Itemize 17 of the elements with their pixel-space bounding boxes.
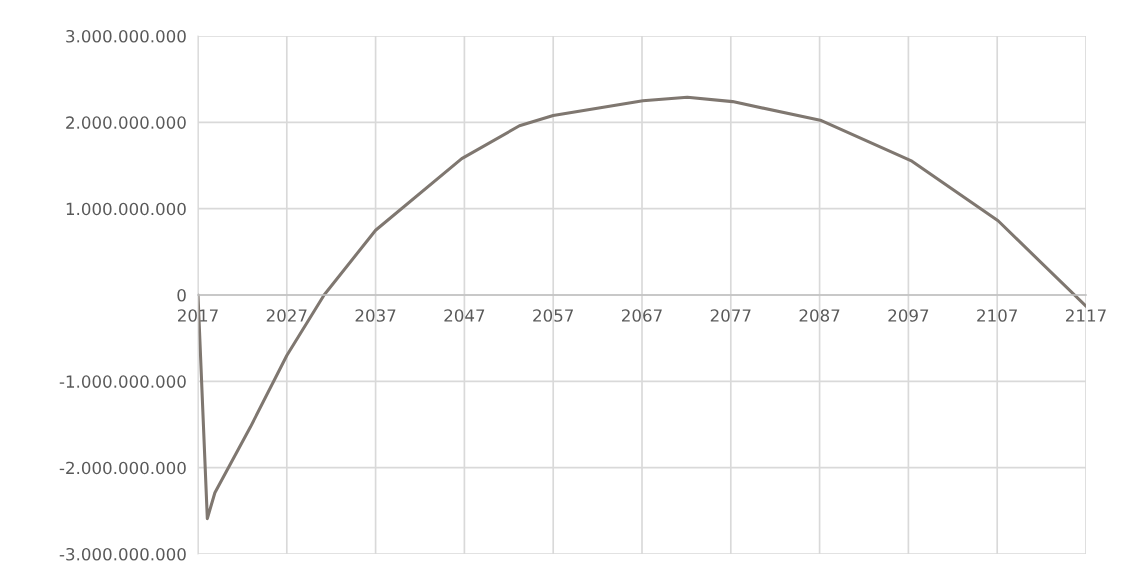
x-tick-label: 2097 [888,309,929,322]
x-tick-label: 2067 [622,309,662,322]
y-tick-label: -3.000.000.000 [59,547,186,561]
y-tick-label: -2.000.000.000 [59,461,186,475]
y-tick-label: 3.000.000.000 [66,29,186,43]
y-tick-label: 0 [177,288,186,302]
x-tick-label: 2057 [533,309,573,322]
x-tick-label: 2117 [1066,309,1106,322]
y-tick-label: -1.000.000.000 [59,375,186,388]
x-tick-label: 2047 [444,309,485,322]
x-tick-label: 2077 [710,309,751,322]
y-tick-label: 2.000.000.000 [66,116,186,129]
x-tick-label: 2037 [355,309,396,322]
x-tick-label: 2087 [799,309,840,322]
x-tick-label: 2027 [266,309,307,322]
y-tick-label: 1.000.000.000 [66,202,186,216]
x-tick-label: 2107 [977,309,1017,322]
